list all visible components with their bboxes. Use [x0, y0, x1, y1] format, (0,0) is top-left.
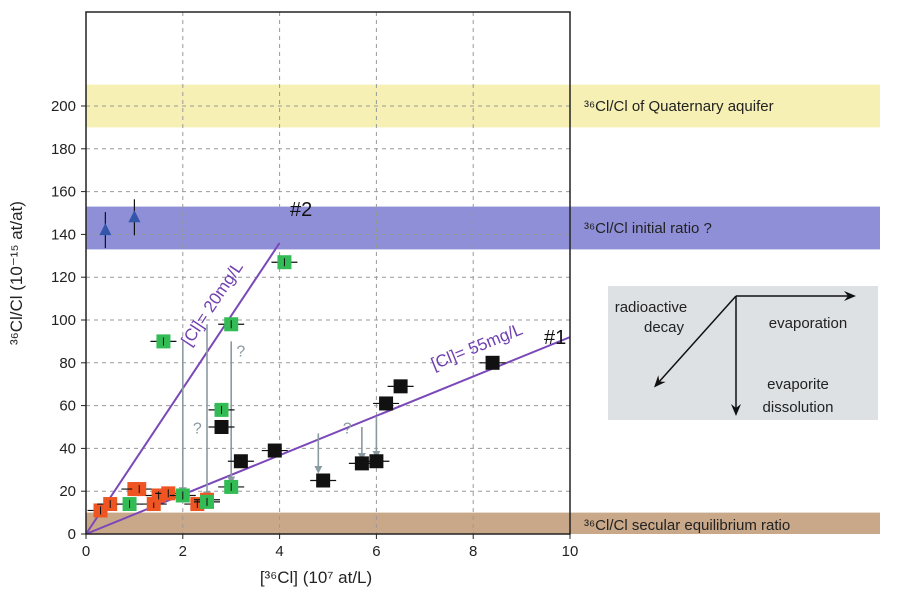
- x-tick-8: 8: [469, 543, 477, 560]
- x-tick-4: 4: [275, 543, 283, 560]
- x-tick-2: 2: [179, 543, 187, 560]
- band-label-2: ³⁶Cl/Cl secular equilibrium ratio: [584, 517, 790, 534]
- line-#1: [85, 336, 571, 535]
- data-points: [87, 199, 506, 518]
- line-label-55mg: [Cl]= 55mg/L: [428, 320, 525, 374]
- y-tick-80: 80: [59, 355, 76, 372]
- band-label-0: ³⁶Cl/Cl of Quaternary aquifer: [584, 98, 774, 115]
- y-tick-60: 60: [59, 398, 76, 415]
- question-mark-0: ?: [236, 343, 245, 360]
- x-axis-title: [³⁶Cl] (10⁷ at/L): [260, 568, 372, 587]
- point-s3-0: [99, 223, 112, 236]
- x-tick-0: 0: [82, 543, 90, 560]
- x-tick-10: 10: [562, 543, 579, 560]
- band-1: [86, 206, 880, 250]
- y-axis-title: ³⁶Cl/Cl (10⁻¹⁵ at/at): [7, 201, 26, 345]
- y-tick-160: 160: [51, 184, 76, 201]
- x-tick-6: 6: [372, 543, 380, 560]
- radioactive-decay-label-2: decay: [644, 319, 685, 336]
- y-tick-100: 100: [51, 312, 76, 329]
- y-tick-0: 0: [68, 526, 76, 543]
- y-tick-20: 20: [59, 483, 76, 500]
- y-tick-180: 180: [51, 141, 76, 158]
- evaporite-label-2: dissolution: [763, 399, 834, 416]
- point-s3-1: [128, 210, 141, 223]
- plot-frame: [85, 11, 571, 535]
- question-mark-1: ?: [193, 420, 202, 437]
- question-mark-2: ?: [343, 420, 352, 437]
- process-box: [608, 286, 878, 420]
- band-0: [86, 84, 880, 128]
- process-diagram: radioactive decay evaporation evaporite diss…: [608, 286, 878, 420]
- bands: [86, 84, 880, 534]
- radioactive-decay-label-1: radioactive: [615, 299, 688, 316]
- line-label-20mg: [Cl]= 20mg/L: [178, 258, 247, 349]
- axes: [85, 11, 571, 535]
- y-tick-140: 140: [51, 226, 76, 243]
- evaporite-label-1: evaporite: [767, 376, 829, 393]
- line-id-2: #2: [290, 199, 312, 221]
- y-tick-40: 40: [59, 440, 76, 457]
- y-tick-200: 200: [51, 98, 76, 115]
- arrows: [178, 324, 381, 500]
- y-tick-120: 120: [51, 269, 76, 286]
- evaporation-label: evaporation: [769, 315, 847, 332]
- band-2: [86, 512, 880, 534]
- line-id-1: #1: [544, 327, 566, 349]
- decay-arrow: [653, 295, 737, 388]
- band-label-1: ³⁶Cl/Cl initial ratio ?: [584, 220, 712, 237]
